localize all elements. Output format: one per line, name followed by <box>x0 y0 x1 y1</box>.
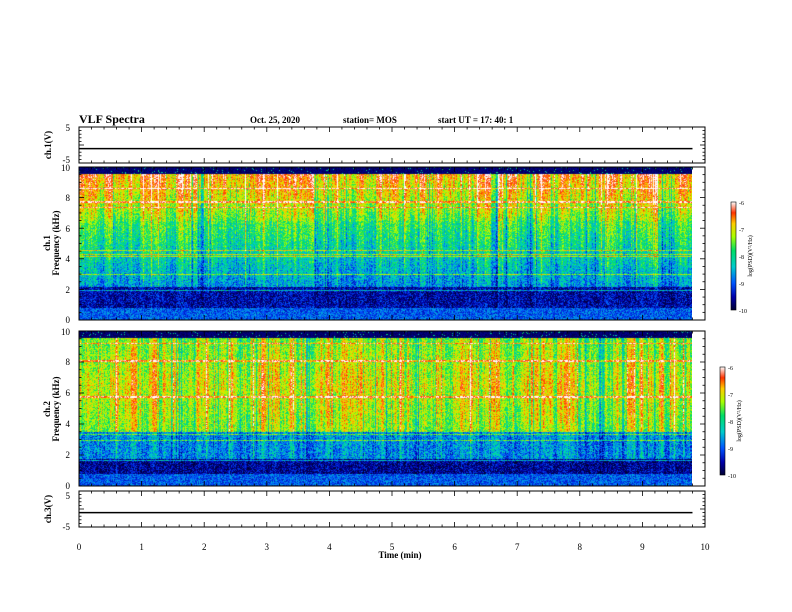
ch1-colorbar-label: log(PSD)(V²/Hz) <box>747 235 754 276</box>
ch3-voltage-ylabel: ch.3(V) <box>43 495 53 523</box>
ch1-ytick-bottom: -5 <box>63 155 71 165</box>
xtick-label: 4 <box>327 542 332 552</box>
ch2-cb-tick: -10 <box>728 474 736 480</box>
ch1-spec-ytick-0: 0 <box>66 315 71 325</box>
date-label: Oct. 25, 2020 <box>250 115 300 125</box>
ch1-spectrogram-image <box>79 167 692 320</box>
x-axis-ticklabels: 0 1 2 3 4 5 6 7 8 9 10 <box>77 542 710 552</box>
ch2-spec-ytick-2: 2 <box>66 450 71 460</box>
start-ut-label: start UT = 17: 40: 1 <box>438 115 514 125</box>
ch1-voltage-yticks: 5 -5 <box>63 123 71 165</box>
ch1-spec-ytick-8: 8 <box>66 193 71 203</box>
ch2-colorbar-label: log(PSD)(V²/Hz) <box>736 400 743 441</box>
xtick-label: 8 <box>578 542 583 552</box>
ch2-cb-tick: -8 <box>728 420 733 426</box>
ch3-voltage-frame <box>78 490 706 528</box>
ch1-spec-ytick-2: 2 <box>66 285 71 295</box>
ch1-spec-ytick-6: 6 <box>66 224 71 234</box>
ch1-ytick-top: 5 <box>66 123 71 133</box>
ch2-spectrogram-yticks: 0 2 4 6 8 10 <box>61 327 71 491</box>
ch2-spec-ytick-4: 4 <box>66 419 71 429</box>
axis-ticks <box>78 126 706 528</box>
xtick-label: 9 <box>640 542 645 552</box>
station-label: station= MOS <box>343 115 397 125</box>
xtick-label: 1 <box>139 542 144 552</box>
ch1-spectrogram-ylabel-2: Frequency (kHz) <box>51 210 61 275</box>
x-axis-label: Time (min) <box>378 550 421 560</box>
ch1-colorbar-gradient <box>730 201 737 311</box>
ch2-spec-ytick-6: 6 <box>66 388 71 398</box>
ch2-colorbar: -6 -7 -8 -9 -10 log(PSD)(V²/Hz) <box>719 366 743 480</box>
ch2-cb-tick: -7 <box>728 393 733 399</box>
ch2-spec-ytick-0: 0 <box>66 481 71 491</box>
ch2-cb-tick: -6 <box>728 366 733 372</box>
xtick-label: 3 <box>265 542 270 552</box>
ch1-cb-tick: -8 <box>739 255 744 261</box>
ch3-ytick-bottom: -5 <box>63 522 71 532</box>
xtick-label: 6 <box>452 542 457 552</box>
ch2-spectrogram-ylabel-1: ch.2 <box>42 401 52 417</box>
ch1-spectrogram-yticks: 0 2 4 6 8 10 <box>61 163 71 325</box>
xtick-label: 2 <box>202 542 207 552</box>
ch3-ytick-top: 5 <box>66 491 71 501</box>
ch2-spec-ytick-8: 8 <box>66 357 71 367</box>
ch2-spectrogram <box>79 331 692 486</box>
ch1-cb-tick: -7 <box>739 228 744 234</box>
ch3-voltage-yticks: 5 -5 <box>63 491 71 532</box>
ch2-spectrogram-ylabel-2: Frequency (kHz) <box>51 376 61 441</box>
ch1-spec-ytick-10: 10 <box>61 163 71 173</box>
ch2-spec-ytick-10: 10 <box>61 327 71 337</box>
ch1-voltage-ylabel: ch.1(V) <box>43 131 53 159</box>
xtick-label: 5 <box>390 542 395 552</box>
ch2-spectrogram-image <box>79 331 692 486</box>
ch1-spec-ytick-4: 4 <box>66 254 71 264</box>
ch1-colorbar: -6 -7 -8 -9 -10 log(PSD)(V²/Hz) <box>730 201 754 315</box>
ch1-cb-tick: -9 <box>739 282 744 288</box>
ch1-spectrogram <box>79 167 692 320</box>
ch2-cb-tick: -9 <box>728 447 733 453</box>
xtick-label: 0 <box>77 542 82 552</box>
xtick-label: 10 <box>701 542 711 552</box>
ch1-voltage-frame <box>78 126 706 164</box>
xtick-label: 7 <box>515 542 520 552</box>
ch1-spectrogram-ylabel-1: ch.1 <box>42 235 52 251</box>
ch2-colorbar-gradient <box>719 366 726 476</box>
ch1-cb-tick: -10 <box>739 309 747 315</box>
ch1-cb-tick: -6 <box>739 201 744 207</box>
chart-title: VLF Spectra <box>79 112 145 126</box>
